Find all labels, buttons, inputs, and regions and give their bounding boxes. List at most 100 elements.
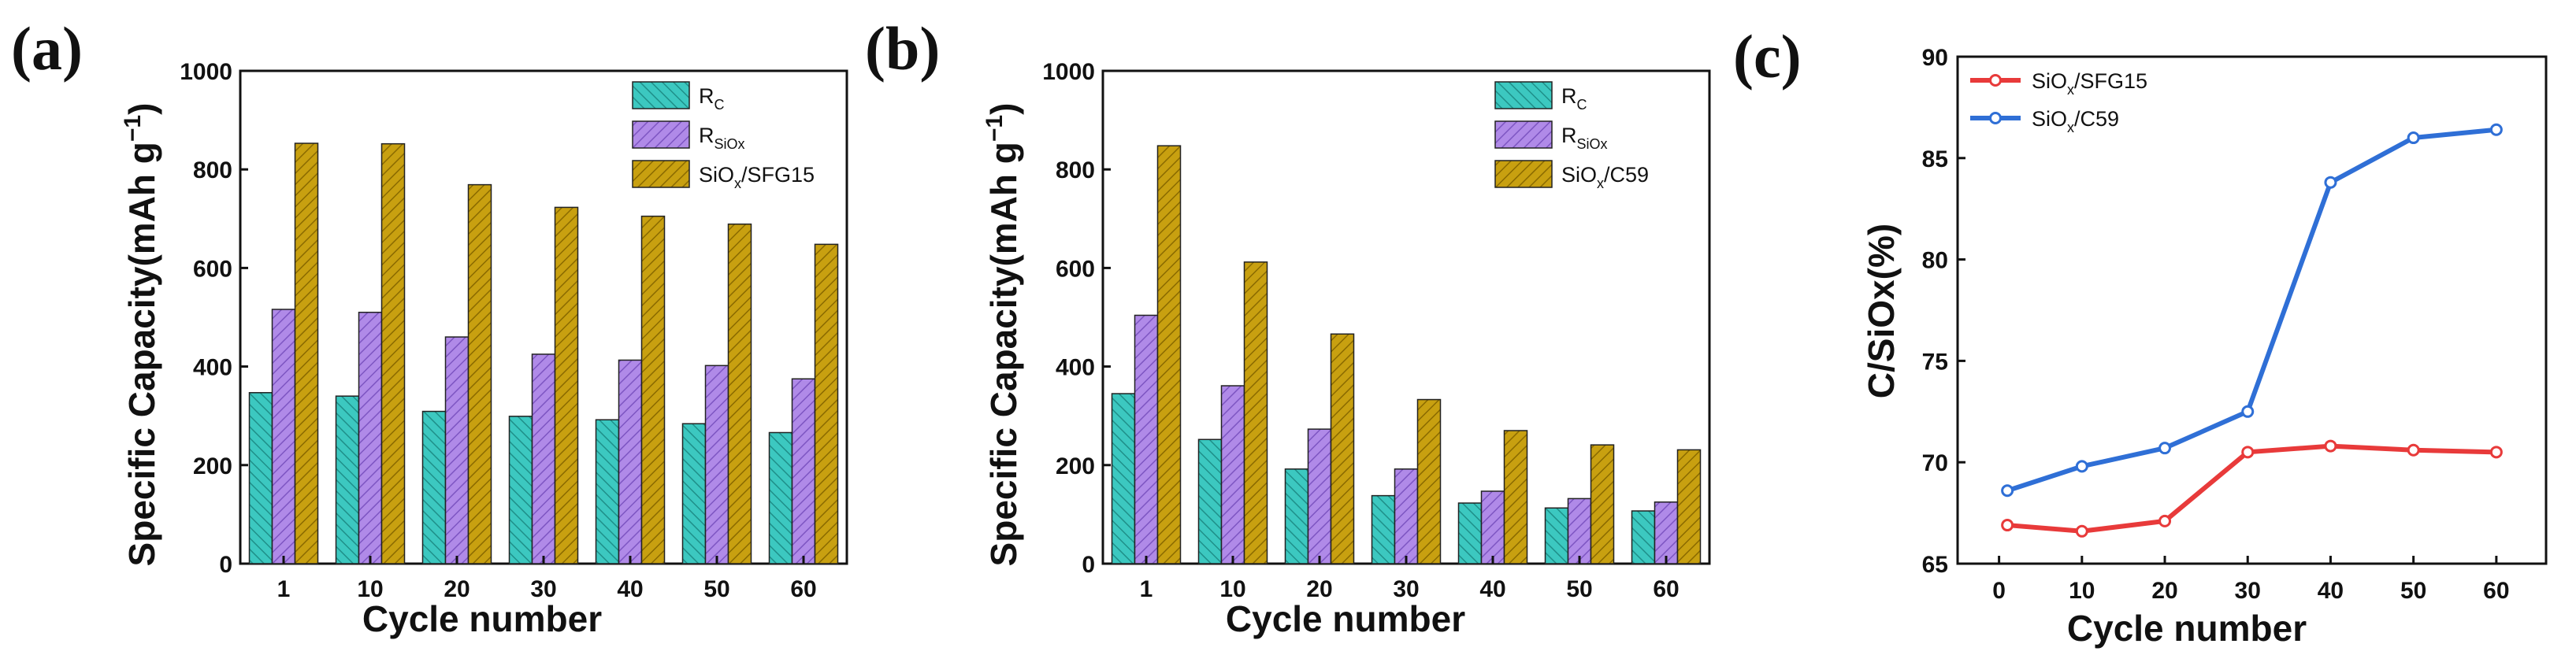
bar-c [248, 392, 273, 564]
legend-label-main: SiO [2032, 107, 2067, 131]
bar-c [1111, 393, 1136, 564]
bar-c [1284, 468, 1309, 564]
legend-label-suffix: /SFG15 [741, 163, 815, 187]
legend-label-sub: x [2067, 82, 2074, 98]
x-tick-label: 20 [1306, 576, 1332, 602]
x-axis-title: Cycle number [1226, 598, 1465, 639]
y-tick-label: 800 [1056, 157, 1095, 183]
x-tick-label: 10 [2069, 578, 2095, 604]
legend-swatch [632, 81, 690, 109]
bar-x [814, 243, 839, 564]
bar-siox [618, 359, 643, 564]
bar-x [1676, 449, 1702, 564]
y-axis-title: C/SiOx(%) [1861, 224, 1902, 398]
bar-x [1590, 444, 1615, 564]
y-axis-title: Specific Capacity(mAh g−1) [120, 103, 162, 567]
bar-siox [1654, 501, 1679, 564]
data-point [2241, 446, 2255, 459]
series-line [2006, 443, 2496, 534]
x-tick-label: 40 [2318, 578, 2344, 604]
panel-label: (c) [1733, 22, 1802, 91]
legend-swatch [1494, 120, 1553, 149]
bar-siox [531, 353, 556, 564]
legend-label-main: SiO [2032, 69, 2067, 93]
legend-label-sub: x [2067, 120, 2074, 135]
y-tick-label: 0 [1082, 552, 1095, 578]
bar-siox [1307, 428, 1332, 564]
bar-x [1330, 333, 1355, 564]
x-axis-title: Cycle number [2067, 608, 2307, 649]
legend-marker [1989, 74, 2002, 87]
bar-c [421, 410, 447, 564]
legend-label-main: SiO [1561, 163, 1597, 187]
x-tick-label: 50 [2400, 578, 2426, 604]
x-tick-label: 20 [444, 576, 470, 602]
x-tick-label: 20 [2151, 578, 2177, 604]
x-tick-label: 60 [2483, 578, 2509, 604]
bar-c [335, 395, 360, 564]
panel-label: (b) [865, 14, 940, 83]
x-tick-label: 60 [1653, 576, 1679, 602]
bar-c [1631, 510, 1656, 564]
legend-label-suffix: /SFG15 [2074, 69, 2147, 93]
bar-x [1503, 430, 1528, 564]
data-point [2489, 446, 2503, 459]
x-tick-label: 50 [1566, 576, 1592, 602]
bar-siox [704, 364, 729, 564]
bar-c [768, 431, 793, 564]
legend-label-sub: x [734, 176, 741, 191]
x-tick-label: 10 [357, 576, 383, 602]
panel-label: (a) [11, 14, 83, 83]
legend-label-main: SiO [699, 163, 734, 187]
bar-c [508, 416, 533, 564]
bar-x [380, 142, 406, 564]
legend-label: SiOx/SFG15 [2032, 69, 2147, 98]
data-point [2241, 405, 2255, 418]
bar-x [727, 223, 752, 564]
y-axis-title-sup: −1 [120, 115, 146, 142]
y-tick-label: 75 [1922, 349, 1948, 375]
y-tick-label: 0 [219, 552, 232, 578]
y-tick-label: 400 [193, 355, 232, 381]
legend-label-sub: C [715, 97, 725, 113]
x-tick-label: 30 [2235, 578, 2261, 604]
y-axis-title-main: Specific Capacity(mAh g [983, 142, 1024, 566]
legend-label: SiOx/SFG15 [699, 163, 815, 191]
bar-c [681, 423, 707, 564]
bar-x [1156, 145, 1182, 564]
legend-label-sub: SiOx [715, 136, 745, 152]
bar-x [1243, 261, 1268, 564]
data-point [2001, 484, 2014, 498]
data-point [2075, 524, 2088, 538]
y-tick-label: 800 [193, 157, 232, 183]
legend-label: SiOx/C59 [2032, 107, 2119, 135]
bar-c [1544, 507, 1569, 564]
data-point [2158, 514, 2172, 527]
legend-label-sub: x [1597, 176, 1604, 191]
legend-swatch [632, 120, 690, 149]
bar-x [640, 215, 666, 564]
legend-marker [1989, 112, 2002, 124]
legend-swatch [632, 160, 690, 188]
bar-x [467, 183, 492, 564]
data-point [2489, 123, 2503, 136]
legend-swatch [1494, 160, 1553, 188]
y-axis-title-end: ) [983, 103, 1024, 115]
legend-label-suffix: /C59 [1604, 163, 1649, 187]
bar-siox [444, 336, 470, 564]
bar-siox [1134, 314, 1159, 564]
y-tick-label: 85 [1922, 146, 1948, 172]
x-tick-label: 0 [1992, 578, 2006, 604]
x-tick-label: 60 [790, 576, 816, 602]
y-axis-title-sup: −1 [982, 115, 1008, 142]
y-tick-label: 400 [1056, 355, 1095, 381]
legend-label-main: R [1561, 84, 1577, 108]
legend-label-main: R [699, 84, 715, 108]
bar-siox [1220, 385, 1245, 564]
bar-siox [791, 378, 816, 564]
bar-x [554, 206, 579, 564]
